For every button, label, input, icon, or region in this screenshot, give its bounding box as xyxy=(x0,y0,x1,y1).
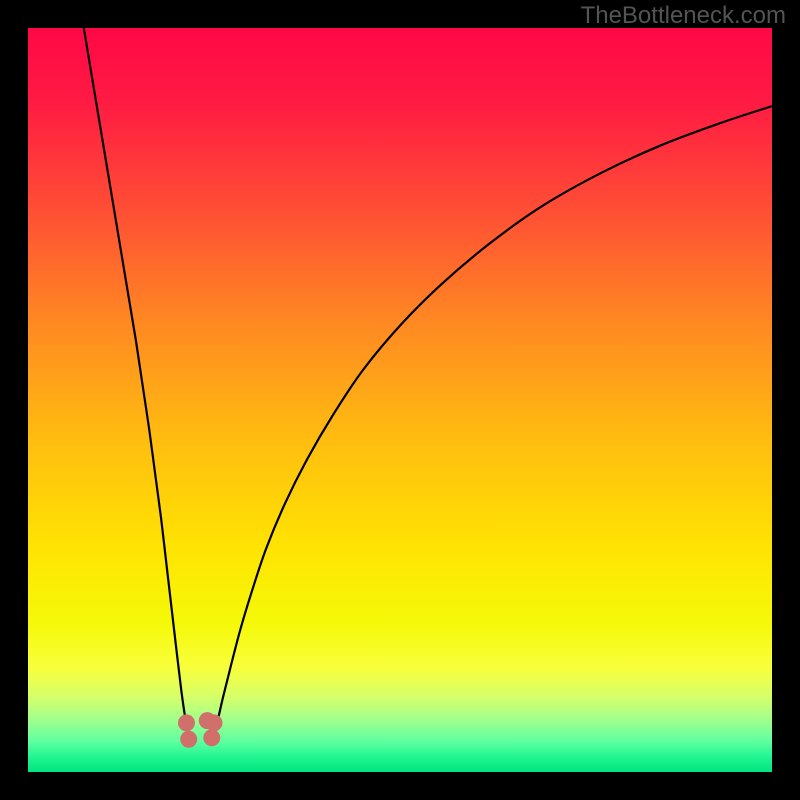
chart-svg xyxy=(28,28,772,772)
curve-line xyxy=(84,28,188,731)
curve-line xyxy=(214,106,772,731)
data-marker xyxy=(203,729,220,746)
data-marker xyxy=(180,731,197,748)
watermark-text: TheBottleneck.com xyxy=(581,2,786,30)
plot-area xyxy=(28,28,772,772)
data-marker xyxy=(206,714,223,731)
data-marker xyxy=(178,714,195,731)
